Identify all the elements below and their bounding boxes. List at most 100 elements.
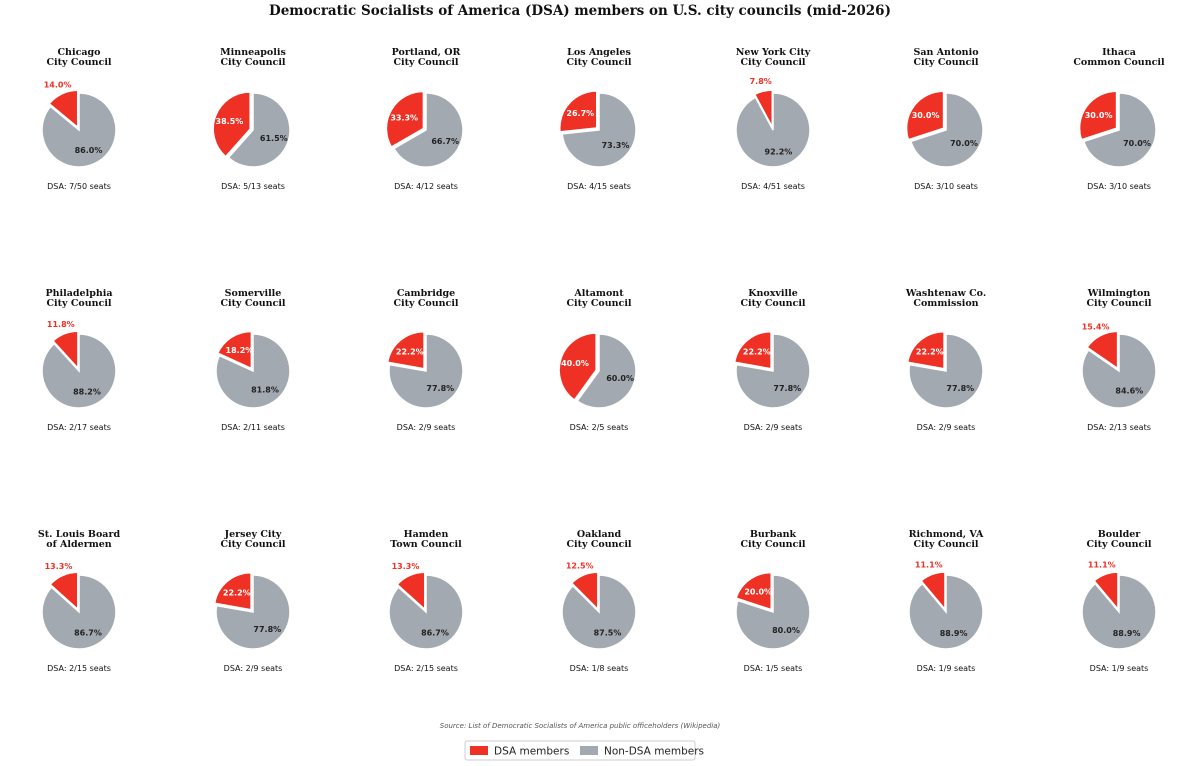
pie-minneapolis: Minneapolis City Council 38.5% 61.5% DSA: 5/… xyxy=(212,47,291,191)
pie-slice-dsa xyxy=(905,90,945,141)
pie-title-line: Ithaca xyxy=(1102,47,1136,58)
pie-title-line: City Council xyxy=(740,298,805,309)
pie-label-non-dsa: 88.9% xyxy=(1113,629,1141,638)
pie-title-line: City Council xyxy=(913,57,978,68)
pie-title-line: Altamont xyxy=(573,288,624,299)
pie-label-dsa: 22.2% xyxy=(223,589,251,598)
pie-title-line: Wilmington xyxy=(1087,288,1151,299)
pie-slice-non-dsa xyxy=(388,333,464,409)
pie-title-line: City Council xyxy=(46,57,111,68)
pie-san-antonio: San Antonio City Council 30.0% 70.0% DSA: 3/… xyxy=(905,47,984,191)
pie-slice-non-dsa xyxy=(1081,333,1157,409)
pie-st-louis-board: St. Louis Board of Aldermen 13.3% 86.7% DSA:… xyxy=(38,529,121,673)
pie-seats-label: DSA: 2/5 seats xyxy=(570,423,629,432)
pie-label-non-dsa: 86.0% xyxy=(75,146,103,155)
pie-label-non-dsa: 70.0% xyxy=(950,139,978,148)
pie-slice-non-dsa xyxy=(392,92,464,168)
pie-title-line: Minneapolis xyxy=(220,47,286,58)
pie-title-line: Richmond, VA xyxy=(909,529,984,540)
legend-label-dsa: DSA members xyxy=(494,746,569,758)
pie-label-dsa: 38.5% xyxy=(216,117,244,126)
pie-title-ithaca: Ithaca Common Council xyxy=(1073,47,1165,68)
pie-slice-dsa xyxy=(559,90,598,133)
pie-label-non-dsa: 87.5% xyxy=(594,629,622,638)
pie-label-non-dsa: 77.8% xyxy=(253,625,281,634)
pie-label-dsa: 18.2% xyxy=(226,346,254,355)
pie-slice-non-dsa xyxy=(561,92,637,168)
pie-slice-dsa xyxy=(733,330,772,370)
pie-title-knoxville: Knoxville City Council xyxy=(740,288,805,309)
pie-slice-dsa xyxy=(735,571,772,611)
pie-title-burbank: Burbank City Council xyxy=(740,529,805,550)
pie-title-line: City Council xyxy=(220,539,285,550)
pie-slice-dsa xyxy=(396,571,426,611)
pie-slice-dsa xyxy=(558,332,597,402)
pie-title-line: Cambridge xyxy=(397,288,455,299)
pie-slice-dsa xyxy=(920,571,946,612)
pie-label-dsa: 13.3% xyxy=(392,562,420,571)
pie-wilmington: Wilmington City Council 15.4% 84.6% DSA: 2/1… xyxy=(1081,288,1157,432)
pie-slice-non-dsa xyxy=(41,92,117,168)
pie-label-non-dsa: 92.2% xyxy=(765,148,793,157)
pie-label-dsa: 12.5% xyxy=(566,562,594,571)
pie-label-non-dsa: 86.7% xyxy=(74,628,102,637)
pie-jersey-city: Jersey City City Council 22.2% 77.8% DSA: 2/… xyxy=(213,529,291,673)
pie-slice-non-dsa xyxy=(227,92,291,168)
pie-label-non-dsa: 80.0% xyxy=(772,626,800,635)
pie-label-non-dsa: 61.5% xyxy=(260,134,288,143)
pie-title-somerville: Somerville City Council xyxy=(220,288,285,309)
pie-slice-non-dsa xyxy=(561,574,637,650)
pie-label-non-dsa: 70.0% xyxy=(1123,139,1151,148)
pie-title-philadelphia: Philadelphia City Council xyxy=(45,288,112,309)
pie-label-non-dsa: 84.6% xyxy=(1115,387,1143,396)
pie-seats-label: DSA: 4/51 seats xyxy=(741,182,805,191)
pie-seats-label: DSA: 5/13 seats xyxy=(221,182,285,191)
pie-label-non-dsa: 77.8% xyxy=(773,384,801,393)
pie-title-portland-or: Portland, OR City Council xyxy=(392,47,461,68)
pie-title-line: New York City xyxy=(736,47,811,58)
pie-title-line: Commission xyxy=(913,298,978,309)
pie-label-dsa: 40.0% xyxy=(561,359,589,368)
pie-title-line: City Council xyxy=(393,298,458,309)
pie-seats-label: DSA: 2/9 seats xyxy=(917,423,976,432)
pie-title-new-york-city: New York City City Council xyxy=(736,47,811,68)
pie-los-angeles: Los Angeles City Council 26.7% 73.3% DSA: 4/… xyxy=(559,47,637,191)
pie-seats-label: DSA: 4/15 seats xyxy=(567,182,631,191)
pie-slice-dsa xyxy=(1086,330,1119,370)
pie-new-york-city: New York City City Council 7.8% 92.2% DSA: 4… xyxy=(735,47,811,191)
pie-richmond-va: Richmond, VA City Council 11.1% 88.9% DSA: 1… xyxy=(908,529,984,673)
pie-title-line: Washtenaw Co. xyxy=(905,288,986,299)
pie-label-dsa: 15.4% xyxy=(1082,322,1110,331)
pie-title-chicago: Chicago City Council xyxy=(46,47,111,68)
pie-label-dsa: 22.2% xyxy=(396,348,424,357)
pie-title-line: City Council xyxy=(220,57,285,68)
pie-title-line: City Council xyxy=(566,539,631,550)
pie-knoxville: Knoxville City Council 22.2% 77.8% DSA: 2/9 … xyxy=(733,288,811,432)
pie-title-line: Hamden xyxy=(404,529,449,540)
pie-title-line: City Council xyxy=(740,539,805,550)
pie-title-jersey-city: Jersey City City Council xyxy=(220,529,285,550)
pie-label-dsa: 22.2% xyxy=(916,348,944,357)
pie-title-line: City Council xyxy=(1086,539,1151,550)
pie-title-line: City Council xyxy=(393,57,458,68)
pie-slice-non-dsa xyxy=(908,333,984,409)
pie-title-line: Portland, OR xyxy=(392,47,461,58)
pie-slice-dsa xyxy=(386,330,425,370)
pie-label-dsa: 30.0% xyxy=(912,111,940,120)
pie-slice-non-dsa xyxy=(388,574,464,650)
pie-label-non-dsa: 88.2% xyxy=(73,388,101,397)
legend: DSA members Non-DSA members xyxy=(464,740,704,761)
pie-title-line: San Antonio xyxy=(913,47,978,58)
pie-title-line: Oakland xyxy=(577,529,622,540)
pie-chicago: Chicago City Council 14.0% 86.0% DSA: 7/50 s… xyxy=(41,47,117,191)
pie-seats-label: DSA: 7/50 seats xyxy=(47,182,111,191)
pie-label-non-dsa: 77.8% xyxy=(946,384,974,393)
pie-seats-label: DSA: 1/5 seats xyxy=(744,664,803,673)
pie-seats-label: DSA: 4/12 seats xyxy=(394,182,458,191)
pie-seats-label: DSA: 2/13 seats xyxy=(1087,423,1151,432)
pie-label-non-dsa: 86.7% xyxy=(421,628,449,637)
pie-slice-non-dsa xyxy=(41,574,117,650)
pie-slice-non-dsa xyxy=(735,333,811,409)
pie-slice-non-dsa xyxy=(576,333,637,409)
pie-label-dsa: 14.0% xyxy=(44,80,72,89)
